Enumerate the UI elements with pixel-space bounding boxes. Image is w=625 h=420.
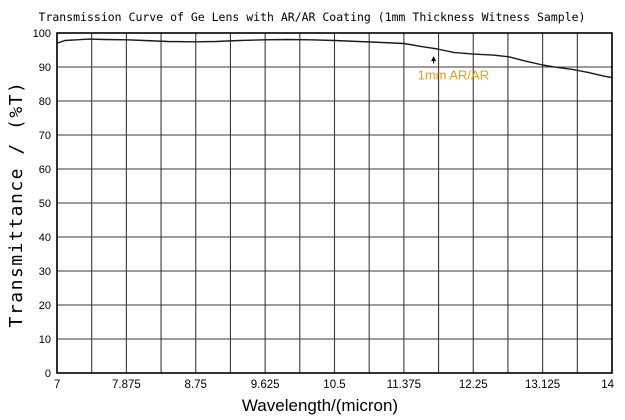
y-tick-label: 0: [45, 368, 51, 380]
y-tick-label: 50: [39, 198, 51, 210]
y-tick-label: 20: [39, 300, 51, 312]
x-tick-label: 10.5: [323, 379, 345, 391]
grid-layer: [56, 32, 613, 374]
y-tick-label: 80: [39, 96, 51, 108]
plot-frame: [56, 32, 613, 374]
y-tick-label: 70: [39, 130, 51, 142]
y-tick-label: 30: [39, 266, 51, 278]
y-tick-label: 100: [33, 28, 51, 40]
x-tick-label: 14: [601, 379, 614, 391]
x-tick-label: 12.25: [459, 379, 488, 391]
y-tick-labels: 0 10 20 30 40 50 60 70 80 90 100: [33, 28, 51, 380]
x-tick-label: 13.125: [525, 379, 560, 391]
y-tick-label: 40: [39, 232, 51, 244]
chart-title: Transmission Curve of Ge Lens with AR/AR…: [39, 10, 586, 24]
y-tick-label: 90: [39, 62, 51, 74]
series-line: [56, 38, 613, 79]
annotation-label: 1mm AR/AR: [418, 68, 490, 83]
x-tick-label: 8.75: [185, 379, 207, 391]
x-tick-label: 7: [54, 379, 60, 391]
annotation-arrowhead: [431, 56, 437, 62]
x-tick-label: 9.625: [251, 379, 280, 391]
y-tick-label: 10: [39, 334, 51, 346]
x-tick-label: 11.375: [387, 379, 421, 391]
x-tick-label: 7.875: [112, 379, 141, 391]
x-axis-label: Wavelength/(micron): [242, 396, 398, 415]
x-tick-labels: 7 7.875 8.75 9.625 10.5 11.375 12.25 13.125 14: [54, 379, 615, 391]
y-tick-label: 60: [39, 164, 51, 176]
y-axis-label: Transmittance / (%T): [6, 81, 27, 328]
